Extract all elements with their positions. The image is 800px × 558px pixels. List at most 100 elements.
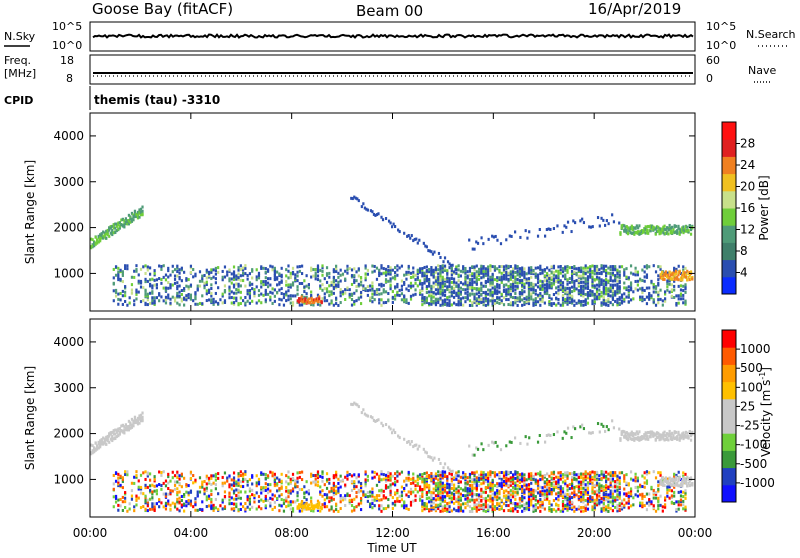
power-cell xyxy=(571,266,573,269)
velocity-cell xyxy=(376,473,378,476)
velocity-cell xyxy=(442,505,444,508)
power-cell xyxy=(591,264,593,267)
power-cell xyxy=(419,289,421,292)
velocity-cell xyxy=(378,494,380,497)
power-cell xyxy=(335,297,337,300)
velocity-cell xyxy=(458,489,460,492)
velocity-cell xyxy=(151,508,153,511)
power-cell xyxy=(582,295,584,298)
velocity-cell xyxy=(330,487,332,490)
velocity-cell xyxy=(396,475,398,478)
power-cell xyxy=(333,292,335,295)
velocity-cell xyxy=(494,508,496,511)
power-cell xyxy=(272,287,274,290)
power-cell xyxy=(555,286,557,289)
power-cell xyxy=(321,289,323,292)
velocity-cell xyxy=(201,481,203,484)
velocity-cell xyxy=(410,491,412,494)
velocity-cell xyxy=(476,476,478,479)
power-cell xyxy=(176,292,178,295)
power-cell xyxy=(632,273,634,276)
y-tick-label: 4000 xyxy=(53,129,84,143)
power-cell xyxy=(637,271,639,274)
power-cell xyxy=(680,288,682,291)
power-cell xyxy=(557,270,559,273)
velocity-cell xyxy=(421,493,423,496)
velocity-cell xyxy=(535,473,537,476)
velocity-cell xyxy=(471,507,473,510)
velocity-cell xyxy=(535,506,537,509)
power-cell xyxy=(612,284,614,287)
power-cell xyxy=(249,281,251,284)
power-cell xyxy=(684,283,686,286)
velocity-cell xyxy=(569,493,571,496)
power-cell xyxy=(570,230,572,233)
power-cell xyxy=(401,288,403,291)
velocity-cell xyxy=(492,484,494,487)
velocity-cell xyxy=(387,475,389,478)
power-cell xyxy=(607,272,609,275)
power-cell xyxy=(433,285,435,288)
power-cell xyxy=(256,302,258,305)
velocity-cell xyxy=(657,488,659,491)
power-cell xyxy=(154,269,156,272)
power-cell xyxy=(616,287,618,290)
power-cell xyxy=(505,238,507,241)
velocity-cell xyxy=(541,501,543,504)
power-cell xyxy=(548,281,550,284)
power-cell xyxy=(469,274,471,277)
power-cell xyxy=(630,281,632,284)
velocity-cell xyxy=(610,500,612,503)
velocity-cell xyxy=(582,495,584,498)
power-cell xyxy=(507,285,509,288)
velocity-cell xyxy=(156,484,158,487)
velocity-cell xyxy=(281,485,283,488)
power-cell xyxy=(292,267,294,270)
velocity-cell xyxy=(353,485,355,488)
power-cell xyxy=(557,298,559,301)
power-cell xyxy=(566,296,568,299)
power-cell xyxy=(287,283,289,286)
power-cell xyxy=(231,277,233,280)
power-cell xyxy=(471,304,473,307)
velocity-cell xyxy=(426,471,428,474)
velocity-cell xyxy=(678,491,680,494)
velocity-cell xyxy=(628,495,630,498)
power-cell xyxy=(549,228,551,231)
velocity-cell xyxy=(129,508,131,511)
velocity-cell xyxy=(199,508,201,511)
velocity-cell xyxy=(410,488,412,491)
power-cell xyxy=(142,286,144,289)
power-cell xyxy=(669,291,671,294)
power-cell xyxy=(283,304,285,307)
power-cell xyxy=(144,278,146,281)
power-cell xyxy=(639,287,641,290)
velocity-cell xyxy=(228,502,230,505)
velocity-cell xyxy=(439,496,441,499)
power-cell xyxy=(165,278,167,281)
velocity-cell xyxy=(138,479,140,482)
power-cell xyxy=(192,275,194,278)
power-cell xyxy=(646,264,648,267)
power-cell xyxy=(408,271,410,274)
power-cell xyxy=(684,267,686,270)
velocity-cell xyxy=(437,478,439,481)
velocity-cell xyxy=(607,486,609,489)
velocity-cell xyxy=(492,479,494,482)
power-cell xyxy=(317,278,319,281)
velocity-cell xyxy=(424,484,426,487)
power-cell xyxy=(262,267,264,270)
power-cell xyxy=(385,217,387,220)
velocity-cell xyxy=(122,476,124,479)
power-cell xyxy=(197,287,199,290)
velocity-cell xyxy=(596,490,598,493)
velocity-cell xyxy=(653,504,655,507)
power-cell xyxy=(610,272,612,275)
velocity-cell xyxy=(135,503,137,506)
power-cell xyxy=(135,268,137,271)
power-cell xyxy=(469,304,471,307)
power-cell xyxy=(251,276,253,279)
power-cell xyxy=(433,251,435,254)
velocity-cell xyxy=(435,498,437,501)
power-cell xyxy=(637,284,639,287)
